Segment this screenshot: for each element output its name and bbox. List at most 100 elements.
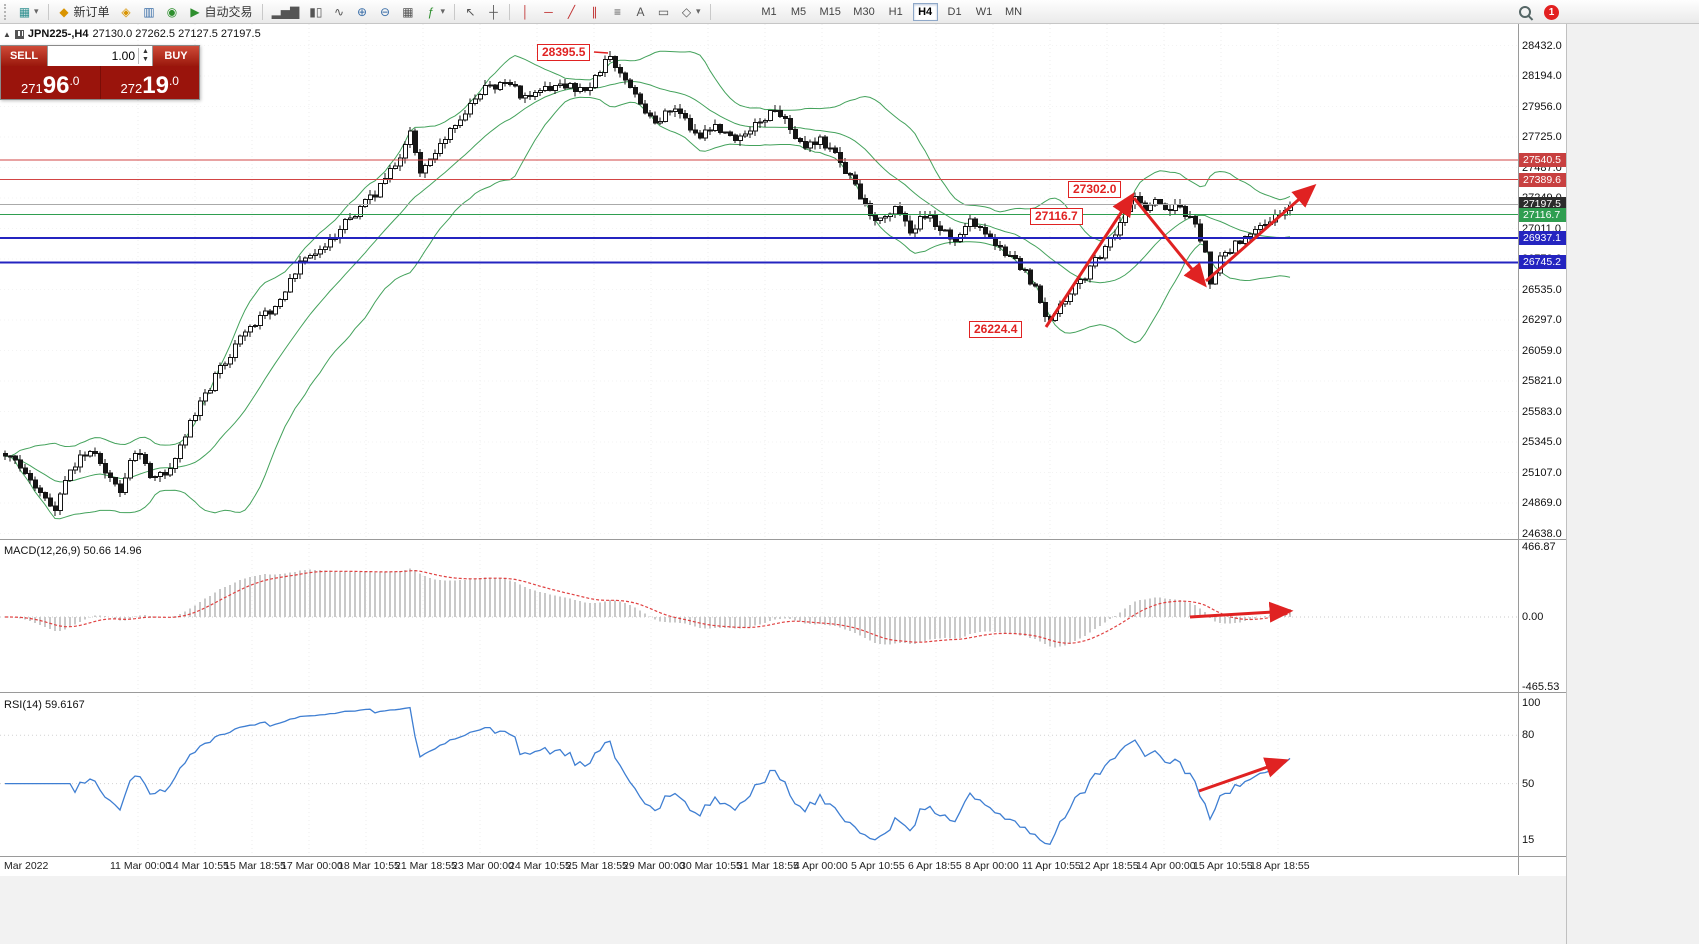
chevron-down-icon: ▾: [440, 6, 445, 16]
buy-button[interactable]: BUY: [153, 46, 199, 66]
trendline-icon: ╱: [567, 4, 576, 19]
chevron-down-icon: ▾: [696, 6, 701, 16]
timeframe-m15[interactable]: M15: [815, 3, 844, 21]
sell-price-big: 96: [42, 71, 70, 99]
bottom-strip: [0, 876, 1566, 944]
one-click-trading-panel: SELL 1.00 ▲ ▼ BUY 271 96.0 272 19.0: [0, 45, 200, 100]
timeframe-w1[interactable]: W1: [972, 3, 997, 21]
autotrading-button[interactable]: ▶ 自动交易: [184, 2, 258, 22]
profiles-button[interactable]: ◈: [115, 2, 138, 22]
new-chart-button[interactable]: ▦ ▾: [13, 2, 44, 22]
fibonacci-icon: ≡: [613, 4, 621, 19]
line-chart-icon: ∿: [333, 4, 344, 19]
tile-windows-button[interactable]: ▦: [396, 2, 419, 22]
right-gutter: [1566, 24, 1699, 944]
search-icon: [1518, 5, 1533, 20]
indicators-button[interactable]: ƒ ▾: [419, 2, 450, 22]
candlesticks: [3, 51, 1293, 516]
vertical-line-button[interactable]: │: [514, 2, 537, 22]
trend-arrows[interactable]: [593, 51, 1317, 793]
shapes-button[interactable]: ◇ ▾: [675, 2, 706, 22]
zoom-out-button[interactable]: ⊖: [373, 2, 396, 22]
horizontal-line-icon: ─: [544, 4, 553, 19]
horizontal-level-lines[interactable]: [0, 159, 1518, 264]
timeframe-m5[interactable]: M5: [786, 3, 811, 21]
toolbar-separator: [454, 3, 455, 20]
new-chart-icon: ▦: [18, 4, 31, 19]
zoom-in-icon: ⊕: [356, 4, 367, 19]
timeframe-h4[interactable]: H4: [912, 3, 938, 21]
crosshair-button[interactable]: ┼: [482, 2, 505, 22]
vertical-line-icon: │: [521, 4, 530, 19]
equidistant-channel-button[interactable]: ∥: [583, 2, 606, 22]
crosshair-icon: ┼: [489, 4, 498, 19]
autotrading-play-icon: ▶: [190, 4, 200, 19]
new-order-button[interactable]: ◆ 新订单: [53, 2, 115, 22]
macd-signal-line: [5, 569, 1291, 644]
panel-separators[interactable]: [0, 24, 1566, 875]
equidistant-channel-icon: ∥: [591, 4, 598, 19]
toolbar-separator: [509, 3, 510, 20]
toolbar-grip[interactable]: [4, 3, 9, 20]
timeframe-d1[interactable]: D1: [942, 3, 967, 21]
rectangle-tool-button[interactable]: ▭: [652, 2, 675, 22]
trade-controls-row: SELL 1.00 ▲ ▼ BUY: [1, 46, 199, 66]
toolbar-separator: [261, 3, 263, 20]
toolbar-right-group: 1: [1513, 2, 1559, 22]
candlestick-chart-button[interactable]: ▮▯: [304, 2, 327, 22]
volume-value[interactable]: 1.00: [111, 49, 135, 63]
sell-price-suffix: .0: [69, 74, 80, 88]
volume-stepper[interactable]: ▲ ▼: [138, 48, 152, 64]
sell-button[interactable]: SELL: [1, 46, 47, 66]
toolbar-separator: [709, 3, 711, 20]
new-order-label: 新订单: [73, 5, 110, 19]
trade-prices-row: 271 96.0 272 19.0: [1, 66, 199, 99]
scripts-button[interactable]: ◉: [161, 2, 184, 22]
market-watch-icon: ▥: [143, 4, 155, 19]
volume-up-icon[interactable]: ▲: [142, 48, 149, 55]
new-order-icon: ◆: [59, 4, 69, 19]
search-button[interactable]: [1513, 2, 1538, 22]
sell-price-prefix: 271: [21, 80, 43, 96]
profiles-icon: ◈: [121, 4, 131, 19]
timeframe-h1[interactable]: H1: [883, 3, 908, 21]
timeframe-mn[interactable]: MN: [1001, 3, 1026, 21]
rsi-line: [5, 706, 1291, 846]
zoom-in-button[interactable]: ⊕: [350, 2, 373, 22]
zoom-out-icon: ⊖: [379, 4, 390, 19]
text-tool-icon: A: [636, 4, 645, 19]
autotrading-label: 自动交易: [204, 5, 253, 19]
timeframe-m1[interactable]: M1: [757, 3, 782, 21]
rectangle-tool-icon: ▭: [657, 4, 670, 19]
candlestick-chart-icon: ▮▯: [309, 4, 323, 19]
shapes-icon: ◇: [681, 4, 692, 19]
notifications-badge[interactable]: 1: [1544, 4, 1559, 20]
bar-chart-button[interactable]: ▂▅▇: [267, 2, 305, 22]
volume-down-icon[interactable]: ▼: [142, 56, 149, 63]
text-tool-button[interactable]: A: [629, 2, 652, 22]
timeframe-m30[interactable]: M30: [849, 3, 878, 21]
trade-price-divider: [99, 66, 101, 99]
fibonacci-button[interactable]: ≡: [606, 2, 629, 22]
scripts-icon: ◉: [166, 4, 178, 19]
bollinger-bands: [5, 50, 1291, 520]
buy-price-prefix: 272: [120, 80, 143, 96]
buy-price-suffix: .0: [168, 74, 179, 88]
main-toolbar: ▦ ▾ ◆ 新订单 ◈ ▥ ◉ ▶ 自动交易 ▂▅▇ ▮▯ ∿ ⊕ ⊖ ▦ ƒ …: [0, 0, 1699, 24]
line-chart-button[interactable]: ∿: [327, 2, 350, 22]
buy-price-big: 19: [142, 71, 169, 99]
timeframe-toolbar: M1 M5 M15 M30 H1 H4 D1 W1 MN: [757, 2, 1027, 21]
cursor-icon: ↖: [465, 4, 476, 19]
market-watch-button[interactable]: ▥: [138, 2, 161, 22]
chart-grid: [0, 24, 1518, 857]
chevron-down-icon: ▾: [34, 6, 39, 16]
cursor-button[interactable]: ↖: [459, 2, 482, 22]
horizontal-line-button[interactable]: ─: [537, 2, 560, 22]
buy-price[interactable]: 272 19.0: [101, 66, 200, 99]
volume-field[interactable]: 1.00 ▲ ▼: [47, 46, 153, 66]
sell-price[interactable]: 271 96.0: [1, 66, 100, 99]
trendline-button[interactable]: ╱: [560, 2, 583, 22]
indicators-icon: ƒ: [427, 4, 435, 19]
